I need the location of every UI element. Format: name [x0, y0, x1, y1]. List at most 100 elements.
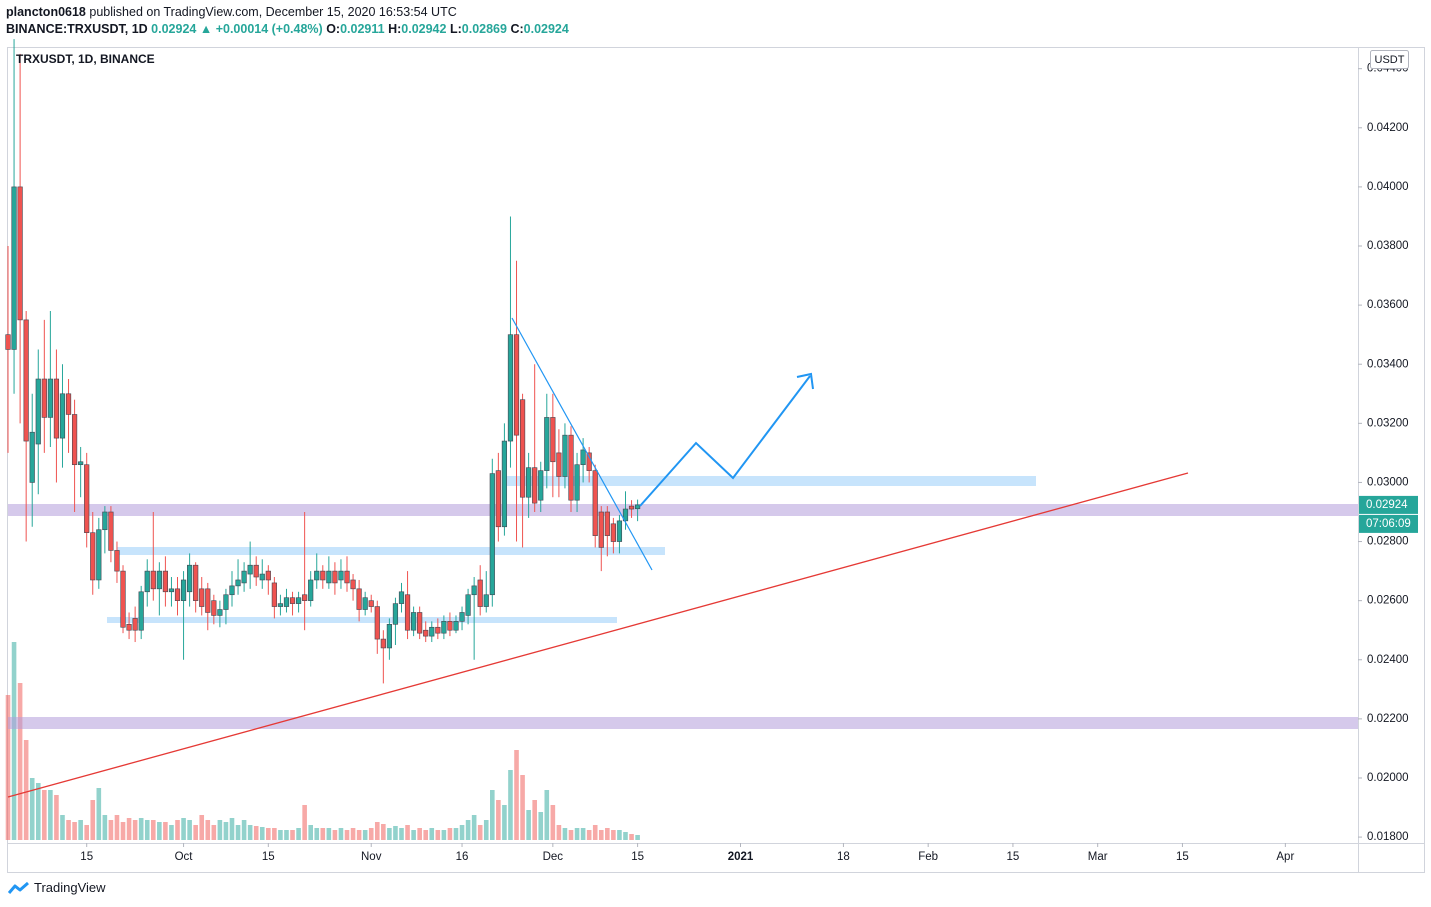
y-tick-label: 0.02800	[1367, 536, 1409, 548]
volume-bar	[102, 815, 108, 840]
zone	[505, 476, 1036, 486]
candle-body	[417, 612, 423, 634]
volume-bar	[35, 783, 41, 840]
volume-bar	[447, 828, 453, 840]
volume-bar	[381, 824, 386, 840]
candle-body	[283, 597, 290, 607]
y-tick-label: 0.02400	[1367, 654, 1409, 666]
candle-body	[120, 570, 126, 628]
candle-body	[17, 186, 23, 321]
volume-bar	[138, 818, 144, 840]
volume-bar	[169, 825, 174, 840]
candle-body	[356, 588, 362, 610]
candle-body	[265, 570, 271, 581]
volume-bar	[284, 830, 289, 840]
volume-bar	[223, 822, 229, 840]
candle-body	[289, 597, 296, 604]
candle-body	[114, 550, 120, 572]
volume-bar	[66, 820, 71, 840]
volume-bar	[556, 825, 562, 840]
volume-bar	[514, 750, 519, 840]
volume-bar	[120, 822, 126, 840]
volume-bar	[259, 827, 265, 840]
candle-body	[35, 378, 41, 445]
volume-bar	[568, 830, 574, 840]
candle-body	[302, 594, 308, 601]
volume-bar	[175, 820, 180, 840]
volume-bar	[580, 828, 586, 840]
volume-bar	[374, 822, 380, 840]
volume-bar	[550, 805, 556, 840]
volume-bar	[526, 810, 531, 840]
volume-bar	[356, 830, 362, 840]
volume-bar	[96, 788, 102, 840]
volume-bar	[205, 820, 211, 840]
candle-body	[71, 414, 78, 466]
candle-body	[332, 570, 338, 584]
currency-box	[1370, 50, 1409, 69]
candle-body	[604, 511, 610, 536]
volume-bar	[502, 805, 507, 840]
volume-bar	[532, 800, 537, 840]
candle-body	[622, 508, 629, 522]
candle-body	[556, 452, 562, 477]
volume-bar	[417, 828, 422, 840]
volume-bar	[278, 830, 283, 840]
frame	[7, 47, 1425, 873]
y-tick-label: 0.02000	[1367, 772, 1409, 784]
candle-body	[362, 597, 368, 610]
candle-body	[368, 600, 374, 607]
candle-body	[53, 378, 60, 439]
o-value: 0.02911	[340, 22, 385, 36]
projection-arrow	[639, 375, 811, 507]
volume-bar	[272, 828, 277, 840]
volume-bar	[60, 815, 65, 840]
candle-body	[477, 579, 483, 607]
candle-body	[338, 570, 344, 581]
volume-bar	[435, 830, 441, 840]
volume-bar	[90, 800, 96, 840]
volume-bar	[453, 828, 459, 840]
y-tick-label: 0.02200	[1367, 713, 1409, 725]
volume-bar	[362, 830, 368, 840]
volume-bar	[332, 830, 338, 840]
candle-body	[223, 594, 229, 610]
candle-body	[320, 570, 326, 581]
candle-body	[513, 334, 520, 436]
candle-body	[465, 594, 471, 616]
candle-body	[47, 378, 53, 418]
zone	[107, 617, 617, 623]
h-label: H:	[388, 22, 402, 36]
candle-body	[217, 609, 223, 616]
y-tick-label: 0.03200	[1367, 417, 1409, 429]
candle-body	[162, 570, 168, 593]
candle-body	[271, 582, 277, 607]
footer: TradingView	[8, 880, 106, 895]
candle-body	[380, 638, 386, 649]
volume-bar	[368, 828, 374, 840]
volume-bar	[538, 812, 544, 840]
y-tick-label: 0.01800	[1367, 831, 1409, 843]
y-tick-label: 0.03400	[1367, 358, 1409, 370]
l-value: 0.02869	[461, 22, 507, 36]
candle-body	[628, 505, 635, 510]
candle-body	[199, 588, 205, 607]
candle-body	[295, 597, 302, 604]
volume-bar	[17, 683, 23, 840]
volume-bar	[350, 828, 356, 840]
volume-bar	[477, 825, 483, 840]
y-tick-label: 0.02600	[1367, 595, 1409, 607]
volume-bar	[11, 642, 17, 840]
volume-bar	[520, 775, 525, 840]
volume-bar	[235, 825, 241, 840]
l-label: L:	[449, 22, 462, 36]
x-tick-label: Mar	[1088, 851, 1108, 863]
candle-body	[326, 570, 332, 584]
candle-body	[277, 603, 284, 607]
y-tick-label: 0.03800	[1367, 240, 1409, 252]
candle-body	[489, 473, 495, 596]
candle-body	[187, 564, 193, 593]
candle-body	[41, 378, 47, 418]
volume-bar	[490, 790, 495, 840]
candle-body	[84, 464, 90, 533]
